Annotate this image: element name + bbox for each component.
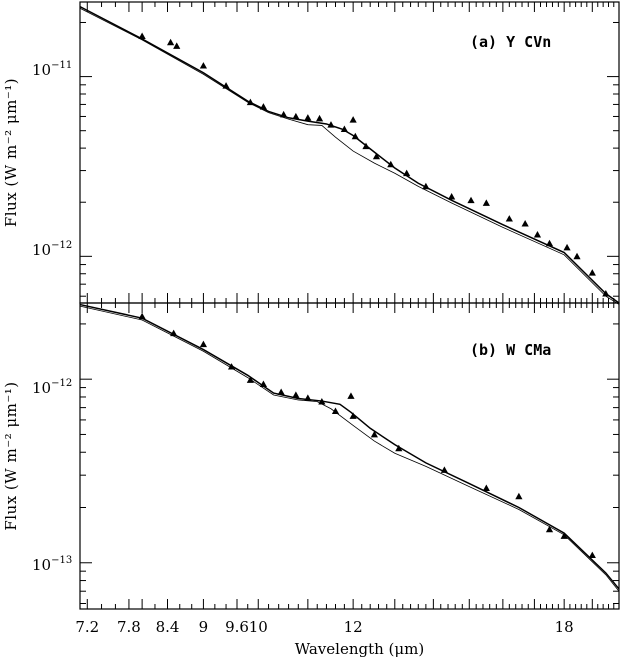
x-tick-label: 8.4 (156, 618, 180, 636)
panel-label: (a) Y CVn (470, 33, 551, 51)
y-tick-label: 10−12 (32, 378, 72, 397)
observed-point (173, 42, 181, 49)
observed-point (351, 132, 359, 140)
observed-point (545, 525, 554, 533)
observed-point (440, 466, 449, 473)
observed-point (573, 252, 581, 260)
y-axis-label: Flux (W m⁻² μm⁻¹) (2, 381, 20, 530)
observed-point (315, 114, 324, 122)
observed-point (563, 243, 571, 251)
observed-point (340, 125, 348, 133)
observed-point (533, 231, 542, 238)
observed-point (467, 196, 475, 204)
x-tick-label: 9 (199, 618, 209, 636)
plot-frame (79, 302, 620, 610)
observed-point (521, 220, 529, 227)
y-tick-label: 10−12 (32, 240, 72, 259)
observed-point (331, 407, 340, 414)
observed-point (166, 38, 175, 46)
x-tick-label: 18 (555, 618, 574, 636)
observed-point (138, 32, 146, 39)
x-tick-label: 9.6 (225, 618, 249, 636)
observed-point (199, 62, 208, 69)
observed-point (304, 114, 312, 121)
panel-a-chart: 10−11 10−12 Flux (W m⁻² μm⁻¹) (a) Y CVn (2, 1, 620, 305)
x-tick-label: 7.2 (75, 618, 99, 636)
x-tick-label: 10 (249, 618, 268, 636)
observed-point (259, 380, 268, 387)
observed-point (370, 430, 378, 438)
observed-point (246, 376, 254, 383)
observed-point (403, 169, 411, 177)
observed-point (292, 112, 300, 120)
observed-point (372, 152, 381, 160)
shared-x-axis: 7.2 7.8 8.4 9 9.6 10 12 18 Wavelength (μm) (75, 618, 573, 658)
observed-point (246, 98, 254, 106)
observed-point (482, 199, 490, 206)
observed-point (349, 412, 357, 419)
observed-point (222, 82, 230, 89)
observed-point (280, 110, 288, 118)
model-continuum-curve (79, 7, 620, 305)
observed-point (277, 388, 285, 396)
observed-point (318, 397, 326, 405)
observed-point (545, 239, 554, 247)
observed-point (448, 192, 456, 200)
observed-point (349, 116, 357, 123)
y-tick-label: 10−11 (32, 60, 72, 79)
panel-b-chart: 10−12 10−13 Flux (W m⁻² μm⁻¹) (b) W CMa (2, 302, 620, 610)
observed-point (560, 532, 568, 539)
observed-point (138, 312, 146, 320)
x-axis-label: Wavelength (μm) (295, 640, 424, 658)
observed-point (347, 392, 355, 399)
observed-point (482, 484, 490, 492)
observed-point (387, 160, 395, 168)
x-tick-label: 12 (344, 618, 363, 636)
observed-point (588, 551, 596, 559)
observed-point (422, 182, 430, 190)
panel-label: (b) W CMa (470, 341, 551, 359)
observed-point (259, 103, 268, 110)
observed-point (327, 121, 335, 128)
observed-point (588, 269, 596, 276)
observed-point (199, 340, 208, 348)
x-tick-label: 7.8 (117, 618, 141, 636)
model-feature-curve (79, 5, 620, 304)
y-axis-label: Flux (W m⁻² μm⁻¹) (2, 78, 20, 227)
y-tick-label: 10−13 (32, 555, 72, 574)
observed-point (515, 492, 523, 500)
observed-point (292, 391, 300, 398)
observed-point (362, 142, 370, 150)
observed-point (602, 290, 610, 297)
observed-point (395, 444, 403, 452)
observed-point (505, 215, 513, 222)
observed-point (170, 329, 178, 337)
observed-point (304, 394, 312, 401)
observed-point (227, 363, 236, 370)
